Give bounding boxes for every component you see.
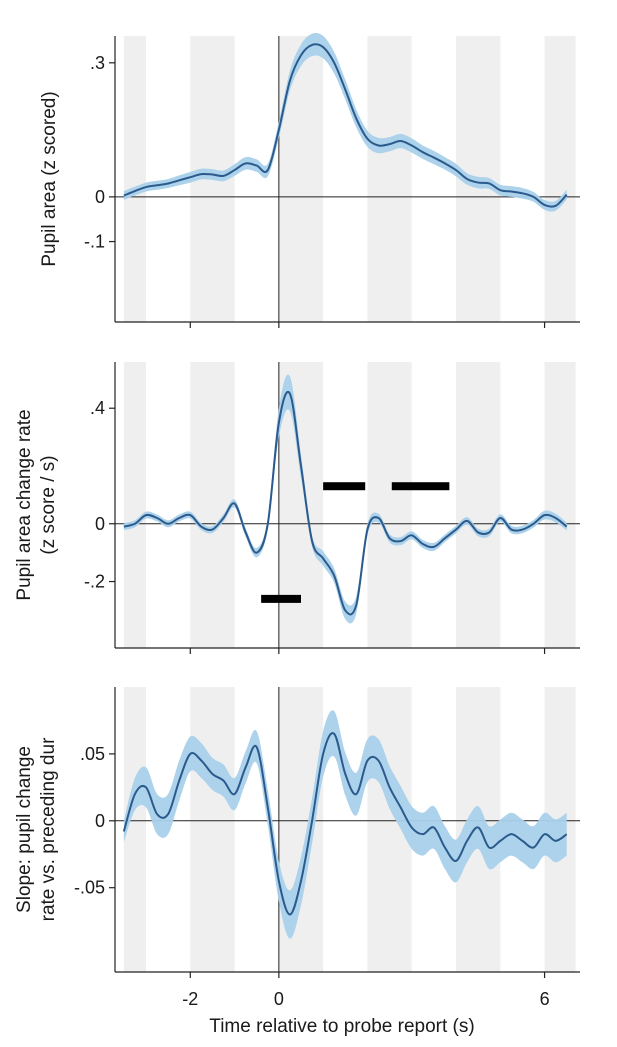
y-tick-label: 0: [95, 187, 105, 207]
shaded-bin-1: [190, 362, 235, 648]
x-tick-label: 6: [540, 989, 550, 1009]
y-axis-label: Slope: pupil change: [14, 746, 35, 913]
y-tick-label: -.05: [74, 878, 105, 898]
panel-slope: .05 0 -.05 Slope: pupil change rate vs. prec…: [14, 687, 580, 1009]
y-axis-label: Pupil area change rate: [14, 409, 35, 600]
shaded-bin-5: [544, 362, 576, 648]
significance-bar-2: [391, 482, 450, 491]
y-axis-label: Pupil area (z scored): [39, 91, 60, 266]
y-tick-label: .05: [80, 744, 105, 764]
y-axis-label: (z score / s): [38, 455, 59, 554]
x-tick-label: 0: [274, 989, 284, 1009]
panel-pupil-area: .3 0 -.1 Pupil area (z scored): [39, 33, 580, 328]
sem-band: [123, 710, 567, 939]
series-line: [123, 43, 568, 208]
shaded-bin-0: [123, 362, 146, 648]
shaded-bin-5: [544, 36, 576, 322]
series-line: [123, 391, 568, 616]
shaded-bin-3: [367, 36, 412, 322]
y-tick-label: .3: [90, 53, 105, 73]
sem-band: [123, 33, 567, 212]
significance-bar-1: [323, 482, 366, 491]
y-tick-label: .4: [90, 398, 105, 418]
shaded-bin-1: [190, 687, 235, 972]
shaded-bin-4: [456, 362, 501, 648]
shaded-bin-2: [278, 36, 324, 322]
y-tick-label: 0: [95, 514, 105, 534]
significance-bar-0: [261, 594, 301, 603]
x-tick-label: -2: [182, 989, 198, 1009]
x-axis-label: Time relative to probe report (s): [209, 1016, 474, 1037]
shaded-bin-0: [123, 687, 146, 972]
panel-pupil-change-rate: .4 0 -.2 Pupil area change rate (z score / s…: [14, 362, 580, 654]
y-tick-label: 0: [95, 811, 105, 831]
y-tick-label: -.2: [84, 572, 105, 592]
series-line: [122, 732, 568, 916]
shaded-bin-3: [367, 362, 412, 648]
y-axis-label: rate vs. preceding dur: [38, 737, 59, 921]
shaded-bin-0: [123, 36, 146, 322]
y-tick-label: -.1: [84, 232, 105, 252]
